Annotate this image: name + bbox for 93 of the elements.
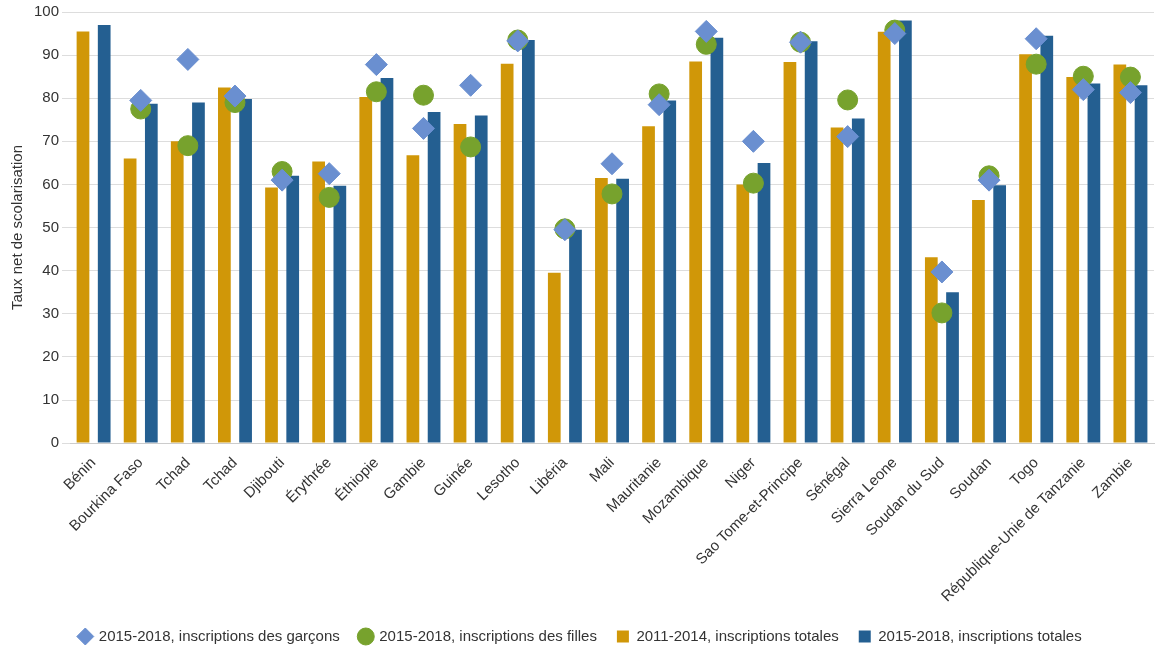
bar [993,185,1007,443]
point [365,81,387,103]
point [270,168,294,192]
bar [1113,64,1127,443]
bar [312,161,325,443]
point [1119,66,1141,88]
point [742,172,764,194]
point [412,116,435,140]
bar [899,20,912,443]
bar [663,100,677,443]
point [129,88,153,112]
y-tick-label: 10 [42,390,60,408]
point [317,162,341,186]
point [601,183,623,205]
point [459,73,483,97]
bar [333,185,347,443]
point [177,135,199,157]
y-tick-label: 80 [42,88,60,106]
point [694,19,718,43]
point [931,302,953,324]
bar [851,118,865,443]
point [837,89,859,111]
point [413,84,434,106]
bar [547,272,561,443]
bar [1066,77,1080,443]
point [741,129,765,153]
bar [972,199,985,443]
bar [736,184,750,443]
y-tick-label: 40 [42,260,60,278]
bar [500,63,514,443]
bar [946,292,959,443]
bar [783,62,797,443]
bar [286,175,300,443]
point [1071,78,1095,102]
y-tick-label: 50 [42,217,60,235]
bar [97,24,111,443]
bar [380,77,394,443]
legend-label: 2011-2014, inscriptions totales [636,626,839,644]
point [223,84,247,108]
bar [924,257,938,443]
bar [265,187,278,443]
bar [804,41,818,443]
y-tick-label: 60 [42,174,60,192]
bar [757,162,771,443]
point [1118,81,1142,105]
bar [427,112,441,443]
point [318,186,340,208]
point [977,168,1001,192]
point [600,152,624,176]
bar [830,127,844,443]
bar [474,115,488,443]
y-tick-label: 20 [42,347,60,365]
y-tick-label: 90 [42,45,60,63]
bar [710,37,724,443]
y-tick-label: 100 [34,2,60,20]
bar [1087,83,1101,443]
bar [595,177,608,443]
bar [689,61,703,443]
point [883,22,907,46]
x-tick-label: Togo [1006,453,1042,489]
bar [877,31,891,443]
bar [218,87,231,443]
bar [522,40,535,443]
point [176,47,200,71]
legend-label: 2015-2018, inscriptions des garçons [98,626,340,644]
bar [1019,54,1032,443]
legend-label: 2015-2018, inscriptions des filles [379,626,597,644]
point [930,260,954,284]
y-tick-label: 70 [42,131,60,149]
point [1024,27,1048,51]
bar [239,99,252,443]
point [364,53,388,77]
bar [406,155,420,443]
point [1025,53,1047,75]
legend-label: 2015-2018, inscriptions totales [878,626,1082,644]
bar [359,96,373,443]
bar [642,126,655,443]
point [647,93,671,117]
bar [453,124,467,443]
bar [144,103,158,443]
bar [1134,85,1148,443]
bar [170,141,184,443]
y-axis-title: Taux net de scolarisation [8,145,26,311]
bar [192,102,205,443]
bar [569,229,582,443]
bar [1040,35,1054,443]
y-tick-label: 0 [50,433,60,451]
bar [76,31,90,443]
y-tick-label: 30 [42,303,60,321]
bar [616,178,629,443]
bar [123,158,137,443]
point [460,136,482,158]
point [836,125,860,149]
